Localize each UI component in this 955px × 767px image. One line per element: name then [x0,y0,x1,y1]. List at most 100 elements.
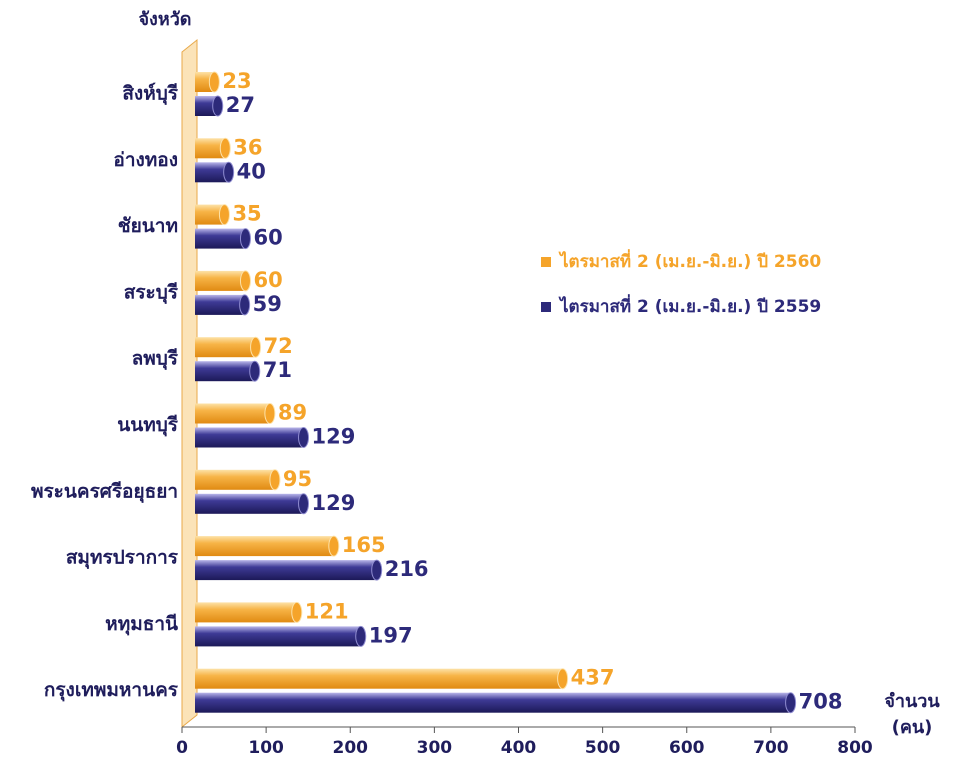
bar-body [195,337,256,358]
bar-cap [249,360,261,382]
value-label: 437 [571,666,615,690]
category-label: กรุงเทพมหานคร [44,679,179,702]
value-label: 216 [385,557,429,581]
bar-cap [208,71,220,93]
x-tick-label: 400 [501,738,537,758]
category-label: สมุทรปราการ [66,547,179,570]
bar-cap [328,535,340,557]
category-label: ลพบุรี [132,348,179,371]
bar [195,625,367,647]
bar [195,270,251,292]
value-label: 59 [253,292,282,316]
value-label: 27 [226,93,255,117]
bar-cap [371,559,383,581]
legend-swatch [541,257,551,267]
bar [195,360,261,382]
bar-cap [355,625,367,647]
bar [195,427,310,448]
bar-body [195,270,246,291]
category-label: หทุมธานี [105,613,178,636]
bar [195,601,303,623]
bar-body [195,427,304,448]
category-label: สิงห์บุรี [122,83,178,106]
bar [195,469,281,491]
bar [195,668,569,690]
bar-cap [239,270,251,292]
x-tick-label: 800 [837,738,873,758]
x-tick-label: 600 [669,738,705,758]
value-label: 708 [799,690,843,714]
x-axis-label: จำนวน [884,691,940,712]
y-axis-label: จังหวัด [139,9,192,30]
bar-cap [298,493,310,515]
value-label: 95 [283,467,312,491]
bar [195,535,340,557]
bar-body [195,138,226,159]
x-tick-label: 200 [333,738,369,758]
bar-body [195,469,275,490]
value-label: 71 [263,358,292,382]
value-label: 72 [264,334,293,358]
bar-body [195,162,229,183]
bar-body [195,96,218,116]
category-label: สระบุรี [124,281,179,304]
bar [195,692,797,714]
legend-swatch [541,302,551,312]
bar-cap [785,692,797,714]
x-tick-label: 100 [248,738,284,758]
bar [195,336,262,358]
bar [195,161,235,183]
bar [195,403,276,424]
value-label: 35 [232,202,261,226]
value-label: 129 [312,425,356,449]
bar-cap [298,427,310,448]
bar [195,204,230,226]
bar-body [195,228,246,249]
bar [195,137,231,159]
bar-cap [239,294,251,316]
value-label: 89 [278,401,307,425]
category-label: อ่างทอง [113,149,178,171]
value-label: 23 [222,69,251,93]
bar [195,493,310,515]
x-tick-label: 300 [417,738,453,758]
value-label: 36 [233,135,262,159]
bar [195,294,251,316]
bar-cap [212,95,224,117]
bar [195,228,251,250]
x-tick-label: 700 [753,738,789,758]
bar-cap [264,403,276,424]
bar-cap [219,137,231,159]
bar-body [195,692,791,713]
bar-body [195,204,225,225]
wall [181,38,198,729]
value-label: 40 [237,159,266,183]
value-label: 60 [253,226,282,250]
category-label: ชัยนาท [118,215,178,237]
value-label: 121 [305,599,349,623]
bar-cap [557,668,569,690]
bar-cap [291,601,303,623]
legend-label: ไตรมาสที่ 2 (เม.ย.-มิ.ย.) ปี 2559 [558,294,821,317]
bar-body [195,536,334,557]
bar-body [195,493,304,514]
x-tick-label: 0 [176,738,188,758]
bar [195,71,220,93]
bar [195,559,383,581]
value-label: 197 [369,623,413,647]
bar-cap [250,336,262,358]
bar-body [195,602,297,623]
legend-label: ไตรมาสที่ 2 (เม.ย.-มิ.ย.) ปี 2560 [558,249,821,272]
bar-cap [223,161,235,183]
bar-body [195,626,361,647]
bar-cap [269,469,281,491]
value-label: 129 [312,491,356,515]
value-label: 60 [253,268,282,292]
bar [195,95,224,117]
value-label: 165 [342,533,386,557]
bar-body [195,668,563,689]
x-tick-label: 500 [585,738,621,758]
category-label: นนทบุรี [117,414,179,437]
bar-body [195,361,255,382]
